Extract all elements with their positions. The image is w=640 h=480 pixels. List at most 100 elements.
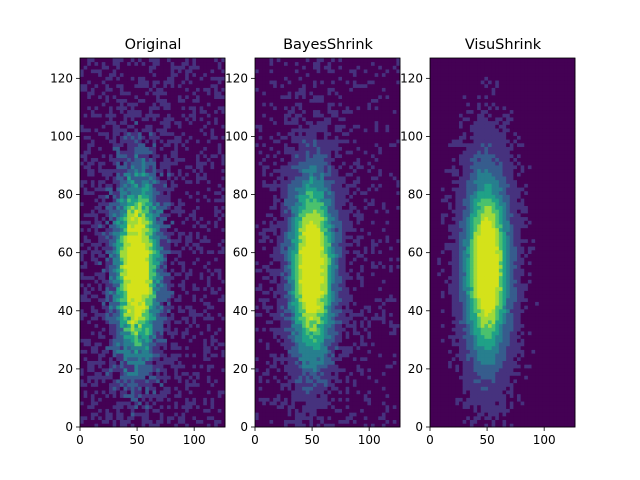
heatmap-cell — [152, 238, 157, 243]
heatmap-cell — [163, 242, 168, 247]
heatmap-cell — [101, 190, 106, 195]
heatmap-cell — [138, 179, 143, 184]
heatmap-cell — [255, 364, 260, 369]
heatmap-cell — [152, 386, 157, 391]
heatmap-cell — [80, 179, 85, 184]
heatmap-cell — [206, 172, 211, 177]
heatmap-cell — [192, 198, 197, 203]
heatmap-cell — [130, 131, 135, 136]
heatmap-cell — [269, 367, 274, 373]
heatmap-cell — [109, 231, 114, 236]
heatmap-cell — [389, 397, 394, 402]
heatmap-cell — [174, 76, 179, 81]
heatmap-cell — [389, 423, 394, 428]
heatmap-cell — [255, 386, 260, 391]
heatmap-cell — [116, 198, 121, 203]
heatmap-cell — [83, 412, 88, 417]
heatmap-cell — [196, 382, 201, 387]
heatmap-cell — [87, 246, 92, 251]
heatmap-cell — [90, 412, 95, 417]
heatmap-cell — [156, 294, 161, 299]
heatmap-cell — [152, 404, 157, 409]
heatmap-cell — [138, 327, 143, 332]
heatmap-cell — [371, 364, 376, 369]
heatmap-cell — [112, 120, 117, 125]
heatmap-cell — [210, 83, 215, 88]
heatmap-cell — [148, 183, 153, 188]
heatmap-cell — [127, 91, 132, 96]
heatmap-cell — [167, 179, 172, 184]
heatmap-cell — [134, 65, 139, 70]
heatmap-cell — [396, 375, 401, 380]
heatmap-cell — [203, 128, 208, 133]
heatmap-cell — [159, 257, 164, 262]
heatmap-cell — [396, 342, 401, 347]
heatmap-cell — [148, 327, 153, 332]
heatmap-cell — [87, 113, 92, 118]
heatmap-cell — [112, 268, 117, 273]
heatmap-cell — [334, 371, 339, 376]
heatmap-cell — [80, 176, 85, 181]
heatmap-cell — [159, 268, 164, 273]
heatmap-cell — [192, 286, 197, 291]
heatmap-cell — [214, 128, 219, 133]
heatmap-cell — [217, 297, 222, 302]
heatmap-cell — [130, 246, 135, 251]
heatmap-cell — [185, 253, 190, 258]
heatmap-cell — [214, 102, 219, 107]
heatmap-cell — [356, 382, 361, 387]
heatmap-cell — [217, 260, 222, 266]
heatmap-cell — [90, 238, 95, 243]
heatmap-cell — [199, 367, 204, 373]
heatmap-cell — [206, 135, 211, 140]
heatmap-cell — [265, 364, 270, 369]
heatmap-cell — [206, 131, 211, 136]
heatmap-cell — [156, 109, 161, 114]
heatmap-cell — [210, 316, 215, 321]
heatmap-cell — [105, 172, 110, 177]
heatmap-cell — [192, 80, 197, 85]
heatmap-cell — [203, 212, 208, 218]
heatmap-cell — [265, 423, 270, 428]
heatmap-cell — [116, 349, 121, 354]
heatmap-cell — [94, 286, 99, 291]
heatmap-cell — [101, 342, 106, 347]
heatmap-cell — [371, 360, 376, 365]
heatmap-cell — [170, 275, 175, 280]
heatmap-cell — [119, 353, 124, 358]
heatmap-cell — [258, 360, 263, 365]
heatmap-cell — [371, 356, 376, 361]
heatmap-cell — [98, 319, 103, 325]
heatmap-cell — [109, 283, 114, 288]
heatmap-cell — [141, 94, 146, 99]
heatmap-cell — [167, 386, 172, 391]
heatmap-cell — [206, 386, 211, 391]
heatmap-cell — [87, 231, 92, 236]
heatmap-cell — [196, 91, 201, 96]
heatmap-cell — [145, 257, 150, 262]
heatmap-cell — [152, 382, 157, 387]
heatmap-cell — [392, 345, 397, 350]
heatmap-cell — [80, 382, 85, 387]
heatmap-cell — [217, 94, 222, 99]
heatmap-cell — [185, 279, 190, 284]
heatmap-cell — [94, 297, 99, 302]
heatmap-cell — [98, 105, 103, 111]
heatmap-cell — [138, 128, 143, 133]
heatmap-cell — [134, 172, 139, 177]
heatmap-cell — [221, 161, 226, 166]
heatmap-cell — [80, 301, 85, 306]
heatmap-cell — [119, 65, 124, 70]
heatmap-cell — [342, 404, 347, 409]
heatmap-cell — [130, 334, 135, 339]
heatmap-cell — [105, 209, 110, 214]
heatmap-cell — [163, 356, 168, 361]
heatmap-cell — [98, 297, 103, 302]
heatmap-cell — [130, 242, 135, 247]
heatmap-cell — [94, 353, 99, 358]
heatmap-cell — [141, 105, 146, 111]
heatmap-cell — [199, 371, 204, 376]
heatmap-cell — [284, 345, 289, 350]
heatmap-cell — [130, 342, 135, 347]
heatmap-cell — [203, 286, 208, 291]
